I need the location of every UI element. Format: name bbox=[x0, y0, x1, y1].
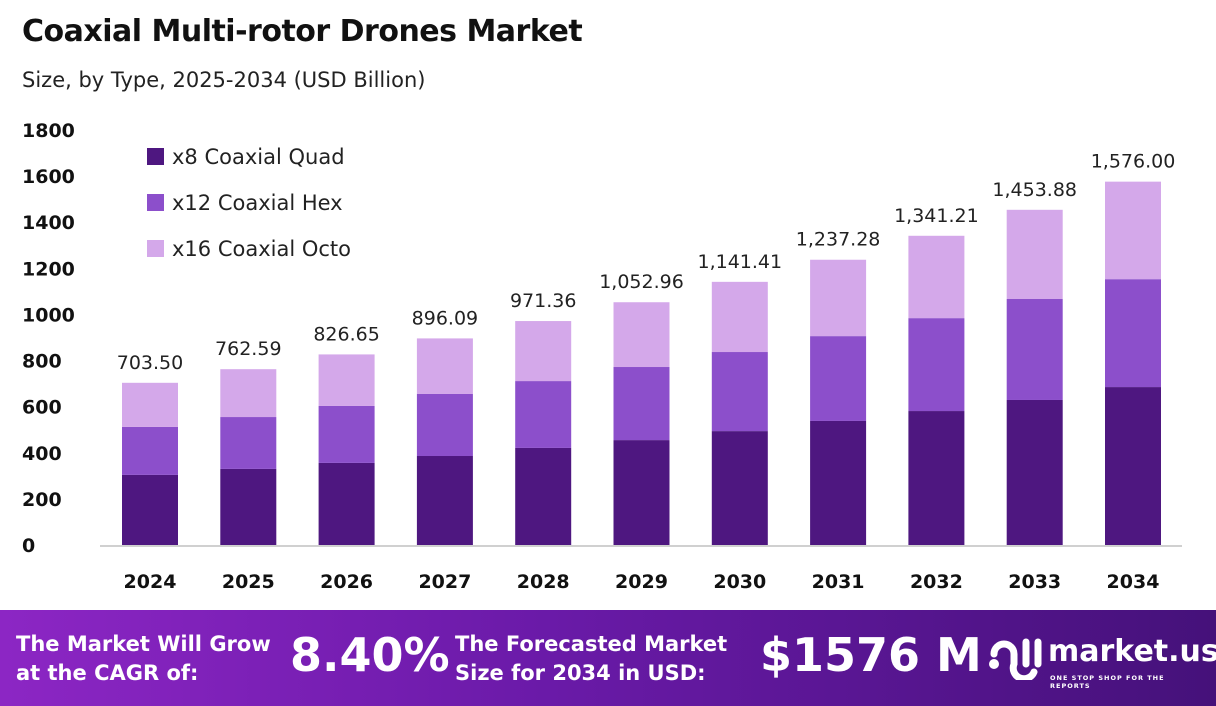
total-label: 1,576.00 bbox=[1091, 151, 1176, 173]
size-label-line1: The Forecasted Market bbox=[455, 632, 728, 656]
footer-banner: The Market Will Grow at the CAGR of: 8.40… bbox=[0, 610, 1216, 706]
bar-segment-x16-coaxial-octo bbox=[613, 302, 670, 368]
bar-segment-x16-coaxial-octo bbox=[908, 235, 965, 319]
total-label: 703.50 bbox=[117, 352, 183, 374]
bar-segment-x8-coaxial-quad bbox=[122, 474, 178, 545]
bar-segment-x8-coaxial-quad bbox=[613, 440, 670, 545]
bar-segment-x16-coaxial-octo bbox=[318, 354, 375, 406]
y-tick-label: 400 bbox=[22, 443, 62, 465]
x-tick-label: 2025 bbox=[222, 571, 275, 593]
cagr-label-line1: The Market Will Grow bbox=[16, 632, 271, 656]
bar-segment-x8-coaxial-quad bbox=[515, 447, 572, 545]
bar-segment-x12-coaxial-hex bbox=[515, 381, 572, 448]
bar-segment-x12-coaxial-hex bbox=[1006, 298, 1063, 400]
total-label: 1,341.21 bbox=[894, 205, 979, 227]
x-tick-label: 2028 bbox=[517, 571, 570, 593]
bar-segment-x8-coaxial-quad bbox=[810, 420, 867, 545]
bar-segment-x16-coaxial-octo bbox=[1105, 181, 1161, 280]
total-label: 1,052.96 bbox=[599, 271, 684, 293]
bar-segment-x16-coaxial-octo bbox=[515, 321, 572, 382]
y-tick-label: 1600 bbox=[22, 166, 75, 188]
legend-label: x8 Coaxial Quad bbox=[172, 145, 345, 169]
y-tick-label: 1800 bbox=[22, 120, 75, 142]
y-tick-label: 1200 bbox=[22, 258, 75, 280]
bar-segment-x8-coaxial-quad bbox=[318, 462, 375, 545]
x-tick-label: 2034 bbox=[1107, 571, 1160, 593]
bar-segment-x16-coaxial-octo bbox=[220, 369, 277, 418]
bar-segment-x8-coaxial-quad bbox=[1105, 387, 1161, 545]
y-tick-label: 0 bbox=[22, 535, 35, 557]
legend-swatch bbox=[147, 240, 164, 257]
total-label: 896.09 bbox=[412, 307, 478, 329]
bar-segment-x16-coaxial-octo bbox=[711, 281, 768, 353]
legend-label: x12 Coaxial Hex bbox=[172, 191, 343, 215]
bar-segment-x8-coaxial-quad bbox=[1006, 399, 1063, 545]
bar-segment-x12-coaxial-hex bbox=[908, 318, 965, 412]
y-tick-label: 800 bbox=[22, 351, 62, 373]
total-label: 762.59 bbox=[215, 338, 281, 360]
total-label: 826.65 bbox=[313, 323, 379, 345]
bar-segment-x8-coaxial-quad bbox=[416, 456, 473, 545]
bar-segment-x12-coaxial-hex bbox=[416, 393, 473, 457]
bar-segment-x12-coaxial-hex bbox=[810, 336, 867, 421]
x-tick-label: 2026 bbox=[320, 571, 373, 593]
y-tick-label: 1000 bbox=[22, 304, 75, 326]
legend-swatch bbox=[147, 194, 164, 211]
y-tick-label: 1400 bbox=[22, 212, 75, 234]
x-tick-label: 2024 bbox=[124, 571, 177, 593]
bar-segment-x12-coaxial-hex bbox=[1105, 279, 1161, 388]
bar-segment-x16-coaxial-octo bbox=[122, 382, 178, 427]
size-value: $1576 M bbox=[760, 628, 982, 682]
bar-segment-x12-coaxial-hex bbox=[220, 417, 277, 469]
bar-segment-x8-coaxial-quad bbox=[908, 411, 965, 545]
chart-title: Coaxial Multi-rotor Drones Market bbox=[22, 14, 583, 49]
x-tick-label: 2033 bbox=[1008, 571, 1061, 593]
x-tick-label: 2030 bbox=[713, 571, 766, 593]
x-tick-label: 2029 bbox=[615, 571, 668, 593]
x-tick-label: 2027 bbox=[418, 571, 471, 593]
bar-segment-x8-coaxial-quad bbox=[220, 468, 277, 545]
cagr-value: 8.40% bbox=[290, 628, 450, 682]
logo-tagline: ONE STOP SHOP FOR THE REPORTS bbox=[1050, 674, 1165, 690]
cagr-label: The Market Will Grow at the CAGR of: bbox=[16, 630, 271, 688]
total-label: 971.36 bbox=[510, 290, 576, 312]
total-label: 1,453.88 bbox=[992, 179, 1077, 201]
total-label: 1,237.28 bbox=[796, 229, 881, 251]
size-label-line2: Size for 2034 in USD: bbox=[455, 661, 706, 685]
legend-label: x16 Coaxial Octo bbox=[172, 237, 351, 261]
bar-segment-x12-coaxial-hex bbox=[711, 352, 768, 432]
bar-segment-x12-coaxial-hex bbox=[613, 367, 670, 441]
bar-segment-x16-coaxial-octo bbox=[1006, 209, 1063, 299]
cagr-label-line2: at the CAGR of: bbox=[16, 661, 199, 685]
bar-segment-x16-coaxial-octo bbox=[416, 338, 473, 394]
total-label: 1,141.41 bbox=[697, 251, 782, 273]
bar-segment-x12-coaxial-hex bbox=[318, 405, 375, 463]
chart-subtitle: Size, by Type, 2025-2034 (USD Billion) bbox=[22, 68, 426, 92]
bar-segment-x12-coaxial-hex bbox=[122, 426, 178, 475]
legend-swatch bbox=[147, 148, 164, 165]
bar-segment-x16-coaxial-octo bbox=[810, 259, 867, 337]
size-label: The Forecasted Market Size for 2034 in US… bbox=[455, 630, 727, 688]
logo-name: market.us bbox=[1048, 634, 1216, 669]
x-tick-label: 2031 bbox=[812, 571, 865, 593]
market-us-logo: market.us ONE STOP SHOP FOR THE REPORTS bbox=[988, 634, 1216, 690]
y-tick-label: 200 bbox=[22, 489, 62, 511]
y-tick-label: 600 bbox=[22, 397, 62, 419]
bar-segment-x8-coaxial-quad bbox=[711, 431, 768, 545]
logo-icon bbox=[989, 638, 1042, 683]
bar-chart: 0 200 400 600 800 1000 1200 1400 1600 1800 703.50 2… bbox=[22, 120, 1182, 593]
x-tick-label: 2032 bbox=[910, 571, 963, 593]
